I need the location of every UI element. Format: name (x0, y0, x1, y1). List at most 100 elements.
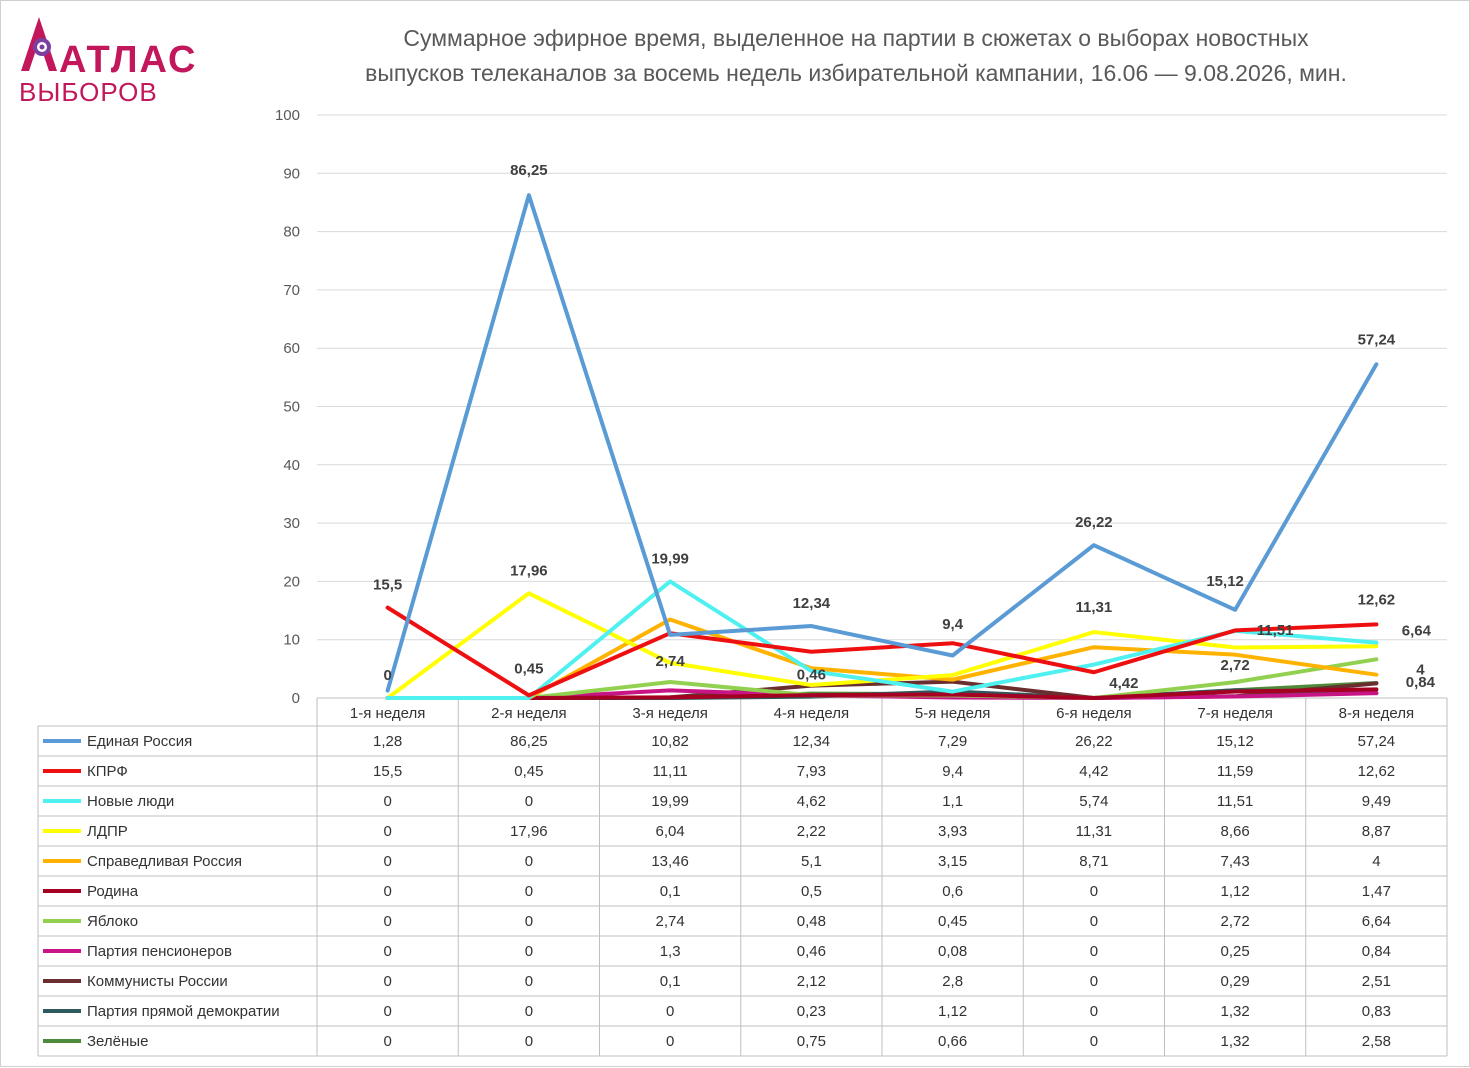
table-cell-value: 0 (383, 973, 391, 990)
logo-text-top: АТЛАС (59, 39, 198, 81)
table-cell-value: 1,12 (1221, 883, 1250, 900)
y-tick-label: 0 (292, 690, 300, 707)
x-category-label: 6-я неделя (1056, 705, 1131, 722)
table-cell-value: 1,32 (1221, 1033, 1250, 1050)
table-cell-value: 0,45 (938, 913, 967, 930)
y-tick-label: 40 (283, 457, 300, 474)
table-cell-value: 12,34 (793, 733, 831, 750)
data-label: 26,22 (1075, 514, 1113, 531)
table-cell-value: 0,25 (1221, 943, 1250, 960)
data-label: 4 (1416, 662, 1425, 679)
table-cell-value: 9,4 (942, 763, 963, 780)
series-line (385, 687, 1379, 700)
table-cell-value: 5,1 (801, 853, 822, 870)
data-label: 57,24 (1358, 331, 1396, 348)
table-cell-value: 6,64 (1362, 913, 1391, 930)
table-cell-value: 0 (525, 793, 533, 810)
data-label: 12,62 (1358, 591, 1396, 608)
table-cell-value: 19,99 (651, 793, 689, 810)
table-cell-value: 0 (666, 1003, 674, 1020)
data-label: 86,25 (510, 162, 548, 179)
table-cell-value: 86,25 (510, 733, 548, 750)
table-cell-value: 0 (383, 913, 391, 930)
atlas-logo: АТЛАС ВЫБОРОВ (15, 15, 195, 107)
table-cell-value: 0 (525, 973, 533, 990)
data-label: 17,96 (510, 562, 548, 579)
table-cell-value: 0,48 (797, 913, 826, 930)
table-cell-value: 8,71 (1079, 853, 1108, 870)
table-cell-value: 0 (525, 853, 533, 870)
table-cell-value: 6,04 (656, 823, 685, 840)
table-cell-value: 8,66 (1221, 823, 1250, 840)
series-lines (385, 193, 1379, 700)
legend-series-name: Родина (87, 883, 139, 900)
x-category-label: 7-я неделя (1197, 705, 1272, 722)
table-cell-value: 3,93 (938, 823, 967, 840)
table-cell-value: 11,51 (1217, 793, 1253, 810)
data-label: 0 (383, 667, 391, 684)
rocket-icon (21, 17, 57, 71)
table-cell-value: 2,74 (656, 913, 685, 930)
y-tick-label: 80 (283, 224, 300, 241)
legend-series-name: Коммунисты России (87, 973, 228, 990)
legend-series-name: Справедливая Россия (87, 853, 242, 870)
table-cell-value: 5,74 (1079, 793, 1108, 810)
table-cell-value: 2,51 (1362, 973, 1391, 990)
series-line (385, 605, 1379, 698)
table-cell-value: 0 (383, 793, 391, 810)
table-cell-value: 0,29 (1221, 973, 1250, 990)
data-table: 1-я неделя 2-я неделя 3-я неделя 4-я неделя… (37, 697, 1448, 1057)
table-cell-value: 7,43 (1221, 853, 1250, 870)
data-label: 9,4 (942, 616, 964, 633)
legend-series-name: Яблоко (87, 913, 138, 930)
x-category-label: 2-я неделя (491, 705, 566, 722)
table-cell-value: 11,59 (1217, 763, 1253, 780)
data-label: 2,74 (656, 653, 686, 670)
table-cell-value: 13,46 (651, 853, 689, 870)
table-cell-value: 0 (525, 913, 533, 930)
table-cell-value: 0,46 (797, 943, 826, 960)
data-labels: 15,5 0 86,25 17,96 0,45 19,99 2,74 12,34 0,46 9,4… (373, 162, 1436, 692)
table-cell-value: 1,32 (1221, 1003, 1250, 1020)
table-cell-value: 10,82 (651, 733, 689, 750)
table-cell-value: 0 (1090, 943, 1098, 960)
table-cell-value: 4,62 (797, 793, 826, 810)
table-cell-value: 0 (383, 823, 391, 840)
table-cell-value: 1,12 (938, 1003, 967, 1020)
logo-text-bottom: ВЫБОРОВ (19, 77, 158, 107)
table-cell-value: 0 (383, 1033, 391, 1050)
legend-series-name: Зелёные (87, 1033, 148, 1050)
data-label: 0,45 (514, 660, 543, 677)
table-cell-value: 0,08 (938, 943, 967, 960)
table-cell-value: 2,8 (942, 973, 963, 990)
table-cell-value: 0,66 (938, 1033, 967, 1050)
data-label: 15,12 (1206, 573, 1244, 590)
table-cell-value: 1,3 (660, 943, 681, 960)
data-label: 6,64 (1402, 622, 1432, 639)
gridlines (317, 114, 1447, 699)
series-line (385, 193, 1379, 693)
table-cell-value: 0 (1090, 1033, 1098, 1050)
table-cell-value: 3,15 (938, 853, 967, 870)
legend-series-name: Новые люди (87, 793, 174, 810)
x-category-label: 3-я неделя (632, 705, 707, 722)
data-label: 11,31 (1076, 599, 1113, 616)
table-cell-value: 1,47 (1362, 883, 1391, 900)
table-cell-value: 11,31 (1076, 823, 1112, 840)
table-cell-value: 57,24 (1358, 733, 1396, 750)
table-cell-value: 2,58 (1362, 1033, 1391, 1050)
table-cell-value: 0 (525, 1033, 533, 1050)
table-cell-value: 0 (383, 1003, 391, 1020)
table-cell-value: 0 (383, 943, 391, 960)
table-cell-value: 0,83 (1362, 1003, 1391, 1020)
y-tick-label: 90 (283, 165, 300, 182)
y-tick-label: 100 (275, 107, 300, 124)
table-cell-value: 2,72 (1221, 913, 1250, 930)
table-cell-value: 15,5 (373, 763, 402, 780)
y-tick-label: 50 (283, 399, 300, 416)
table-cell-value: 0,1 (660, 973, 681, 990)
table-cell-value: 9,49 (1362, 793, 1391, 810)
data-label: 2,72 (1221, 657, 1250, 674)
